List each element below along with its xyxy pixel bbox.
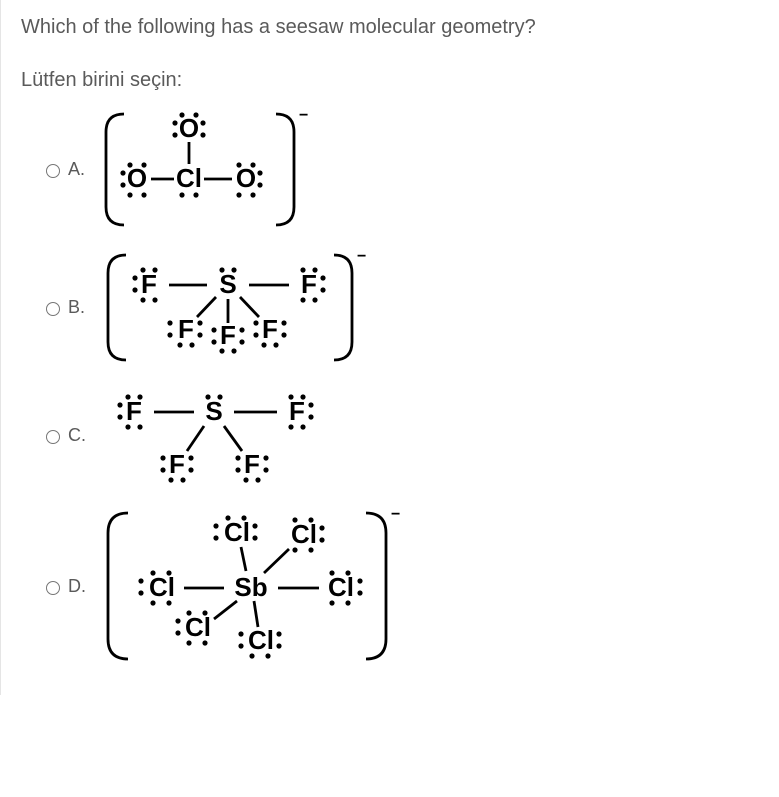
svg-text:Cl: Cl (149, 572, 175, 602)
svg-text:F: F (220, 320, 236, 350)
svg-text:F: F (169, 449, 185, 479)
svg-text:F: F (244, 449, 260, 479)
lewis-d: − Sb Cl Cl Cl (94, 501, 409, 671)
options-list: A. − O Cl O (21, 102, 759, 671)
question-text: Which of the following has a seesaw mole… (21, 16, 759, 39)
svg-text:F: F (301, 269, 317, 299)
svg-text:Cl: Cl (291, 519, 317, 549)
option-row-d: D. − Sb Cl Cl (21, 501, 759, 671)
svg-text:Sb: Sb (234, 572, 267, 602)
svg-text:F: F (289, 396, 305, 426)
option-a[interactable]: A. (41, 159, 90, 180)
svg-text:−: − (391, 506, 400, 523)
option-letter-d: D. (68, 576, 86, 597)
svg-text:−: − (357, 248, 366, 265)
svg-text:S: S (219, 269, 236, 299)
svg-text:S: S (205, 396, 222, 426)
option-letter-a: A. (68, 159, 86, 180)
radio-a[interactable] (46, 164, 60, 178)
option-row-c: C. S F F F (21, 378, 759, 493)
option-letter-b: B. (68, 297, 86, 318)
svg-text:Cl: Cl (185, 612, 211, 642)
radio-b[interactable] (46, 302, 60, 316)
svg-text:F: F (178, 314, 194, 344)
svg-text:Cl: Cl (224, 517, 250, 547)
svg-text:Cl: Cl (176, 163, 202, 193)
option-d[interactable]: D. (41, 576, 90, 597)
svg-text:Cl: Cl (248, 625, 274, 655)
option-b[interactable]: B. (41, 297, 90, 318)
answer-prompt: Lütfen birini seçin: (21, 69, 759, 92)
lewis-b: − S F F F (94, 245, 374, 370)
svg-text:Cl: Cl (328, 572, 354, 602)
radio-d[interactable] (46, 581, 60, 595)
svg-text:−: − (299, 107, 308, 124)
option-row-b: B. − S F F (21, 245, 759, 370)
svg-text:F: F (126, 396, 142, 426)
option-row-a: A. − O Cl O (21, 102, 759, 237)
lewis-a: − O Cl O O (94, 102, 319, 237)
radio-c[interactable] (46, 430, 60, 444)
svg-text:F: F (262, 314, 278, 344)
option-c[interactable]: C. (41, 425, 90, 446)
option-letter-c: C. (68, 425, 86, 446)
lewis-c: S F F F F (94, 378, 339, 493)
svg-text:F: F (141, 269, 157, 299)
